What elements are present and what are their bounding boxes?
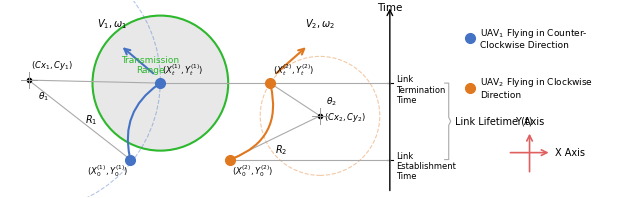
Text: UAV$_2$ Flying in Clockwise
Direction: UAV$_2$ Flying in Clockwise Direction: [479, 76, 593, 100]
Text: $\theta_1$: $\theta_1$: [38, 90, 49, 103]
Text: $(X_0^{(2)},Y_0^{(2)})$: $(X_0^{(2)},Y_0^{(2)})$: [232, 164, 274, 179]
Text: $\theta_2$: $\theta_2$: [326, 95, 337, 108]
Text: Link
Termination
Time: Link Termination Time: [396, 75, 445, 105]
Text: $V_1, \omega_1$: $V_1, \omega_1$: [97, 18, 127, 31]
Text: $(X_t^{(2)},Y_t^{(2)})$: $(X_t^{(2)},Y_t^{(2)})$: [273, 63, 314, 78]
Text: $(Cx_2, Cy_2)$: $(Cx_2, Cy_2)$: [324, 111, 365, 124]
Text: $R_2$: $R_2$: [275, 144, 287, 157]
Text: $(X_0^{(1)},Y_0^{(1)})$: $(X_0^{(1)},Y_0^{(1)})$: [87, 164, 129, 179]
Text: $R_1$: $R_1$: [84, 113, 97, 127]
Text: $V_2, \omega_2$: $V_2, \omega_2$: [305, 18, 335, 31]
Text: Time: Time: [377, 3, 403, 13]
Text: Y Axis: Y Axis: [515, 117, 544, 127]
Text: UAV$_1$ Flying in Counter-
Clockwise Direction: UAV$_1$ Flying in Counter- Clockwise Dir…: [479, 27, 588, 50]
Text: $(Cx_1, Cy_1)$: $(Cx_1, Cy_1)$: [31, 59, 72, 72]
Text: X Axis: X Axis: [556, 148, 586, 158]
Ellipse shape: [93, 16, 228, 151]
Text: Transmission
Range: Transmission Range: [122, 55, 179, 75]
Text: Link Lifetime (t): Link Lifetime (t): [454, 116, 532, 126]
Text: Link
Establishment
Time: Link Establishment Time: [396, 152, 456, 181]
Text: $(X_t^{(1)},Y_t^{(1)})$: $(X_t^{(1)},Y_t^{(1)})$: [163, 63, 204, 78]
